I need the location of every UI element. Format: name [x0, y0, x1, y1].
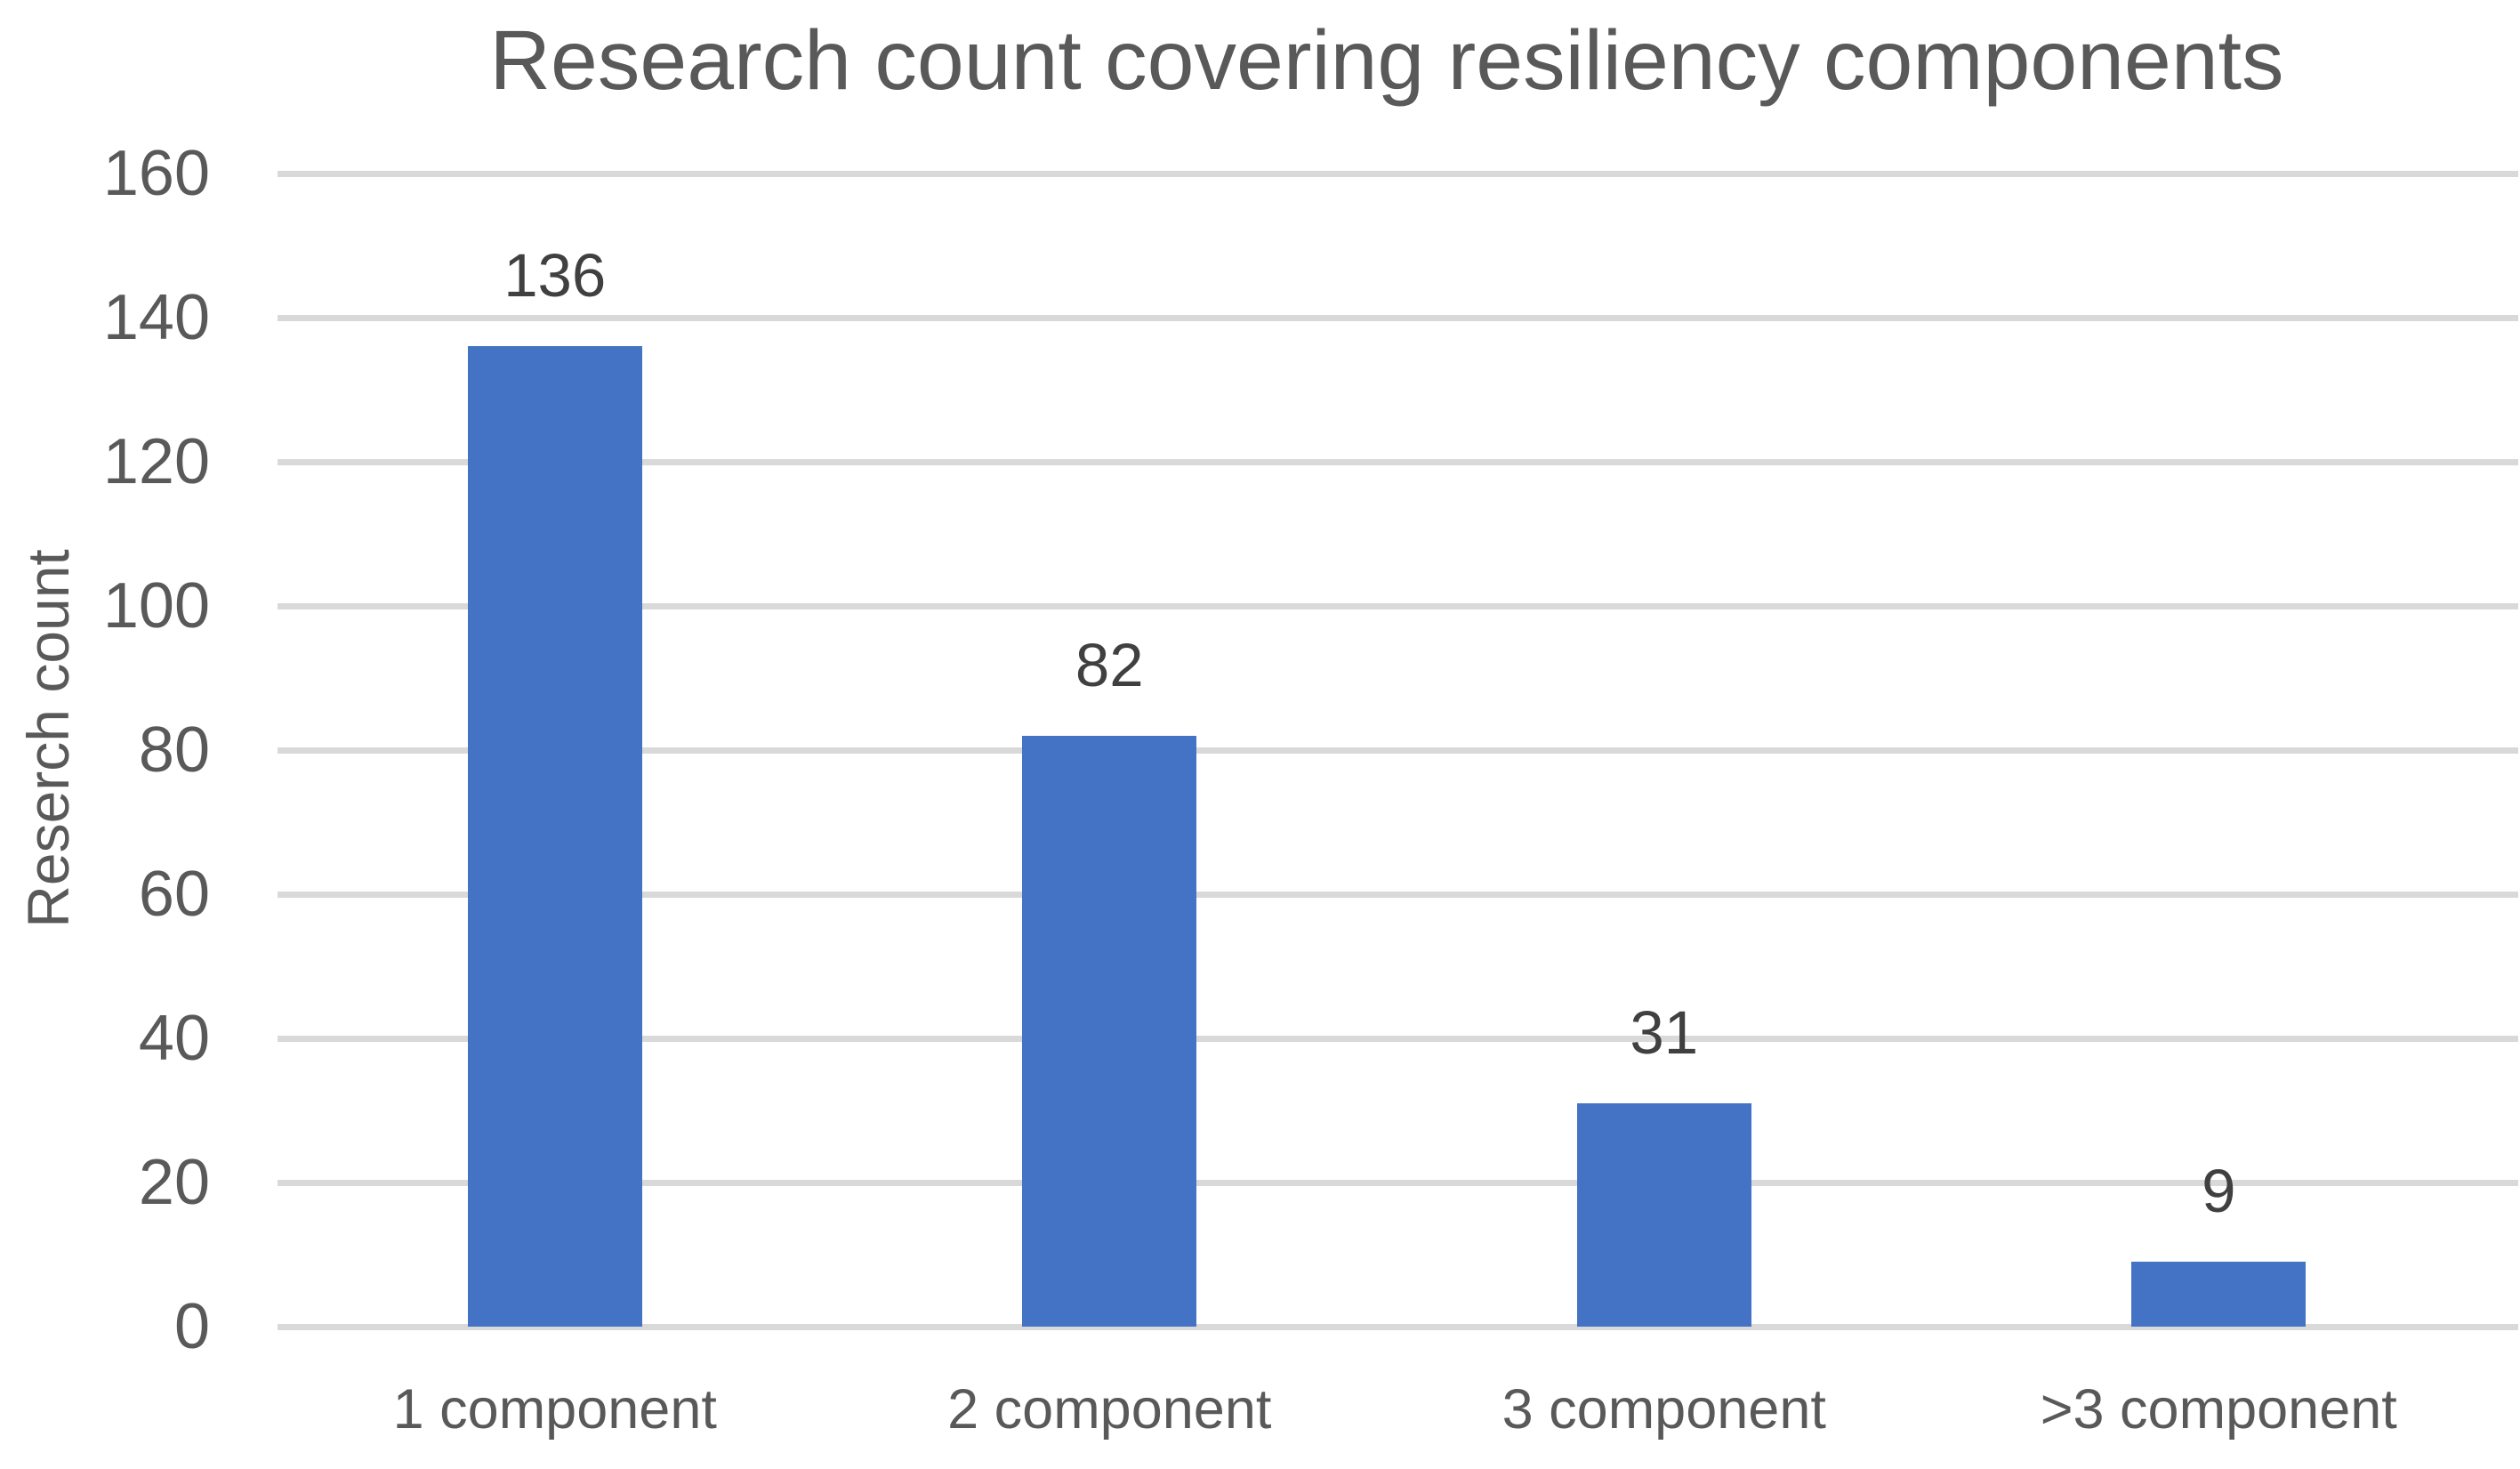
gridline	[278, 315, 2518, 321]
bar	[2131, 1262, 2307, 1327]
bar	[1576, 1102, 1751, 1327]
y-tick-label: 0	[173, 1291, 210, 1362]
gridline	[278, 603, 2518, 609]
x-category-label: 3 component	[1502, 1378, 1826, 1441]
bar-value-label: 31	[1630, 997, 1699, 1067]
bar-value-label: 82	[1075, 630, 1144, 699]
gridline	[278, 171, 2518, 177]
y-tick-label: 100	[102, 570, 210, 642]
y-tick-label: 120	[102, 426, 210, 497]
x-category-label: 2 component	[947, 1378, 1272, 1441]
x-axis-line	[278, 1324, 2518, 1330]
bar	[1022, 735, 1197, 1327]
chart-title: Research count covering resiliency compo…	[489, 13, 2284, 108]
y-tick-label: 60	[138, 859, 210, 930]
gridline	[278, 747, 2518, 754]
gridline	[278, 1036, 2518, 1042]
x-category-label: 1 component	[392, 1378, 717, 1441]
bar	[467, 346, 642, 1327]
bar-value-label: 136	[503, 241, 607, 311]
gridline	[278, 459, 2518, 465]
gridline	[278, 892, 2518, 898]
y-tick-label: 160	[102, 138, 210, 209]
y-tick-label: 20	[138, 1147, 210, 1218]
y-tick-label: 140	[102, 282, 210, 353]
x-category-label: >3 component	[2040, 1378, 2397, 1441]
plot-area: 136 82 31 9	[278, 171, 2518, 1330]
y-tick-label: 80	[138, 714, 210, 786]
gridline	[278, 1180, 2518, 1186]
y-tick-label: 40	[138, 1003, 210, 1074]
bar-value-label: 9	[2202, 1157, 2236, 1226]
